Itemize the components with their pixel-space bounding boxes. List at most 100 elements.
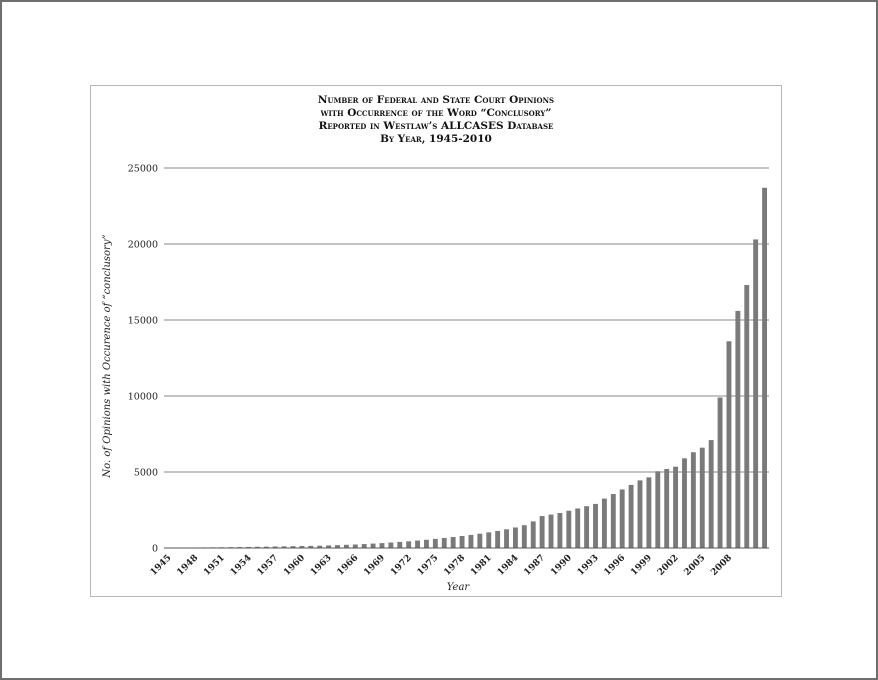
x-tick-label: 1984	[496, 553, 521, 578]
bar-1989	[557, 513, 563, 548]
y-tick-label: 0	[152, 544, 158, 555]
x-tick-label: 1987	[522, 553, 547, 578]
bar-2006	[708, 440, 714, 548]
bar-1955	[254, 546, 260, 548]
x-tick-label: 1972	[389, 553, 414, 578]
bar-1979	[468, 534, 474, 548]
bar-2005	[699, 447, 705, 548]
bar-1985	[521, 525, 527, 548]
bar-1977	[450, 537, 456, 548]
x-tick-label: 2008	[709, 553, 734, 578]
bar-undefined	[753, 239, 759, 548]
bar-1971	[397, 541, 403, 548]
bar-undefined	[762, 187, 767, 548]
x-tick-label: 1945	[149, 553, 174, 578]
bar-1988	[548, 514, 554, 548]
y-tick-label: 5000	[134, 468, 158, 479]
gridlines	[164, 167, 769, 473]
bar-1976	[441, 537, 447, 548]
bar-1984	[512, 527, 518, 548]
y-tick-label: 15000	[128, 316, 158, 327]
bar-2008	[726, 341, 732, 548]
chart-container: Number of Federal and State Court Opinio…	[90, 85, 782, 597]
bar-1995	[610, 494, 616, 548]
chart-title-line-4: By Year, 1945-2010	[380, 133, 492, 145]
x-tick-label: 1993	[576, 553, 601, 578]
bar-1974	[424, 539, 429, 548]
bar-2000	[655, 471, 661, 548]
bar-1973	[415, 540, 421, 548]
y-tick-label: 10000	[128, 392, 158, 403]
bar-1990	[566, 510, 572, 548]
bar-1983	[504, 529, 509, 548]
bar-1992	[584, 506, 590, 548]
bar-2007	[717, 397, 723, 548]
bar-2004	[690, 452, 696, 548]
bar-1963	[326, 545, 332, 548]
x-tick-label: 1981	[469, 553, 494, 578]
chart-title-line-1: Number of Federal and State Court Opinio…	[317, 94, 555, 106]
y-tick-label: 20000	[128, 240, 158, 251]
x-tick-label: 1954	[229, 553, 254, 578]
bar-1958	[281, 546, 287, 548]
bar-1996	[619, 489, 625, 548]
bars	[166, 187, 767, 548]
x-tick-label: 2002	[656, 553, 681, 578]
bar-1968	[370, 543, 376, 548]
bar-1998	[637, 480, 643, 548]
bar-1981	[486, 532, 492, 548]
bar-1959	[290, 546, 296, 548]
x-tick-label: 1978	[442, 553, 467, 578]
x-tick-label: 1963	[309, 553, 334, 578]
chart-title: Number of Federal and State Court Opinio…	[91, 94, 781, 146]
bar-1966	[352, 544, 358, 548]
x-tick-label: 1996	[603, 553, 628, 578]
x-axis-label: Year	[447, 582, 471, 593]
x-tick-label: 1951	[202, 553, 227, 578]
bar-1991	[575, 508, 581, 548]
bar-2002	[673, 466, 679, 548]
bar-1961	[308, 545, 314, 548]
bar-2001	[664, 468, 670, 548]
bar-1978	[459, 535, 465, 548]
bar-1999	[646, 477, 652, 548]
x-tick-label: 1957	[256, 553, 281, 578]
bar-1954	[246, 546, 251, 548]
bar-2009	[735, 310, 741, 548]
bar-1986	[530, 521, 536, 548]
bar-2010	[744, 285, 750, 548]
bar-1957	[272, 546, 278, 548]
y-tick-label: 25000	[128, 164, 158, 175]
chart-title-line-2: with Occurrence of the Word “Conclusory”	[320, 107, 552, 119]
bar-1982	[495, 530, 501, 548]
chart-title-line-3: Reported in Westlaw’s ALLCASES Database	[318, 120, 554, 132]
x-tick-label: 1969	[362, 553, 387, 578]
bar-1969	[379, 543, 385, 548]
bar-2003	[682, 458, 687, 548]
bar-1956	[263, 546, 269, 548]
x-tick-label: 1990	[549, 553, 574, 578]
bar-1967	[361, 544, 367, 548]
bar-1964	[335, 545, 340, 548]
bar-1960	[299, 546, 305, 548]
bar-1965	[343, 544, 349, 548]
bar-1980	[477, 533, 483, 548]
bar-1987	[539, 516, 545, 548]
x-tick-label: 1948	[175, 553, 200, 578]
x-tick-label: 1999	[629, 553, 654, 578]
x-tick-labels: 1945 1948 1951 1954 1957 1960 1963 1966 1969 1972…	[149, 553, 734, 578]
x-tick-label: 1975	[416, 553, 441, 578]
bar-1997	[628, 484, 634, 548]
bar-1962	[317, 545, 323, 548]
bar-1970	[388, 542, 394, 548]
x-tick-label: 1966	[336, 553, 361, 578]
bar-1993	[593, 503, 598, 548]
x-tick-label: 2005	[683, 553, 708, 578]
bar-1994	[601, 498, 607, 548]
bar-1972	[406, 541, 412, 548]
bar-1975	[432, 538, 438, 548]
y-tick-labels: 0 5000 10000 15000 20000 25000	[128, 164, 158, 555]
x-tick-label: 1960	[282, 553, 307, 578]
y-axis-label: No. of Opinions with Occurence of “concl…	[102, 234, 113, 478]
